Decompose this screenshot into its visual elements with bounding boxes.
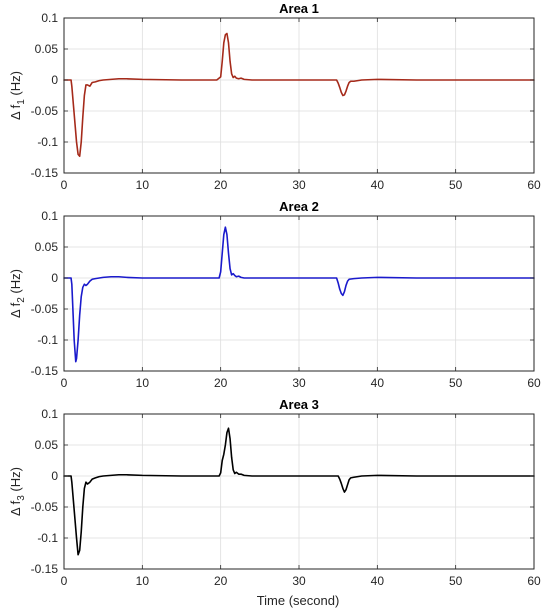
x-axis-label: Time (second) [257, 593, 340, 608]
y-tick-label: 0.1 [41, 11, 58, 25]
y-tick-label: -0.15 [31, 562, 59, 576]
x-tick-label: 30 [292, 376, 306, 390]
y-tick-label: -0.1 [37, 333, 58, 347]
y-axis-label: Δ f2 (Hz) [8, 269, 27, 318]
x-tick-label: 10 [136, 376, 150, 390]
chart-area-2: 0 10 20 30 40 50 60 0.1 0.05 0 -0.05 -0.1 -0.15 Area … [8, 199, 541, 390]
chart-area-3: 0 10 20 30 40 50 60 0.1 0.05 0 -0.05 -0.1 -0.15 Area … [8, 397, 541, 588]
x-tick-label: 40 [371, 574, 385, 588]
chart-title: Area 3 [279, 397, 319, 412]
x-tick-label: 60 [527, 178, 541, 192]
y-tick-label: 0.05 [35, 42, 59, 56]
x-tick-label: 40 [371, 178, 385, 192]
x-tick-label: 0 [61, 178, 68, 192]
x-tick-label: 20 [214, 574, 228, 588]
charts: 0 10 20 30 40 50 60 0.1 0.05 0 -0.05 -0.1 -0.15 Area … [8, 1, 541, 588]
y-axis-label: Δ f3 (Hz) [8, 467, 27, 516]
x-tick-label: 60 [527, 574, 541, 588]
y-tick-label: -0.05 [31, 500, 59, 514]
y-tick-label: 0.1 [41, 209, 58, 223]
x-tick-label: 20 [214, 178, 228, 192]
chart-title: Area 1 [279, 1, 319, 16]
x-tick-label: 10 [136, 574, 150, 588]
series-line [63, 32, 535, 158]
x-tick-label: 10 [136, 178, 150, 192]
y-tick-label: -0.15 [31, 364, 59, 378]
y-tick-label: -0.1 [37, 135, 58, 149]
x-tick-label: 0 [61, 574, 68, 588]
x-tick-label: 40 [371, 376, 385, 390]
series-line [63, 427, 535, 556]
x-tick-label: 30 [292, 178, 306, 192]
y-tick-label: -0.1 [37, 531, 58, 545]
x-tick-label: 0 [61, 376, 68, 390]
y-tick-label: -0.15 [31, 166, 59, 180]
x-tick-label: 50 [449, 574, 463, 588]
x-tick-label: 50 [449, 178, 463, 192]
series-line [63, 226, 535, 363]
y-axis-label: Δ f1 (Hz) [8, 71, 27, 120]
chart-title: Area 2 [279, 199, 319, 214]
y-tick-label: 0 [51, 271, 58, 285]
y-tick-label: 0 [51, 469, 58, 483]
y-tick-label: 0 [51, 73, 58, 87]
chart-area-1: 0 10 20 30 40 50 60 0.1 0.05 0 -0.05 -0.1 -0.15 Area … [8, 1, 541, 192]
y-tick-label: 0.1 [41, 407, 58, 421]
y-tick-label: -0.05 [31, 104, 59, 118]
x-tick-label: 30 [292, 574, 306, 588]
y-tick-label: -0.05 [31, 302, 59, 316]
x-tick-label: 50 [449, 376, 463, 390]
x-tick-label: 60 [527, 376, 541, 390]
y-tick-label: 0.05 [35, 438, 59, 452]
y-tick-label: 0.05 [35, 240, 59, 254]
x-tick-label: 20 [214, 376, 228, 390]
